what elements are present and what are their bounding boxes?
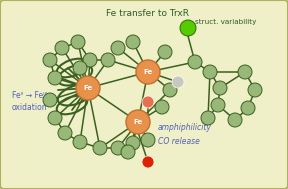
Circle shape bbox=[211, 98, 225, 112]
Circle shape bbox=[155, 100, 169, 114]
Circle shape bbox=[58, 126, 72, 140]
Circle shape bbox=[188, 55, 202, 69]
Circle shape bbox=[203, 65, 217, 79]
Circle shape bbox=[228, 113, 242, 127]
Circle shape bbox=[55, 41, 69, 55]
Text: CO release: CO release bbox=[158, 136, 200, 146]
Circle shape bbox=[48, 111, 62, 125]
Text: Fe: Fe bbox=[143, 69, 153, 75]
Circle shape bbox=[238, 65, 252, 79]
Circle shape bbox=[241, 101, 255, 115]
Text: Feᴵᴵ → Feᴵᴵᴵ: Feᴵᴵ → Feᴵᴵᴵ bbox=[12, 91, 47, 99]
Circle shape bbox=[43, 93, 57, 107]
Text: Fe: Fe bbox=[133, 119, 143, 125]
Circle shape bbox=[172, 76, 184, 88]
Circle shape bbox=[201, 111, 215, 125]
Circle shape bbox=[73, 61, 87, 75]
Circle shape bbox=[142, 96, 154, 108]
Circle shape bbox=[136, 60, 160, 84]
Text: Fe transfer to TrxR: Fe transfer to TrxR bbox=[107, 9, 190, 19]
Circle shape bbox=[248, 83, 262, 97]
Circle shape bbox=[101, 53, 115, 67]
Circle shape bbox=[126, 110, 150, 134]
Circle shape bbox=[126, 136, 140, 150]
Circle shape bbox=[93, 141, 107, 155]
Circle shape bbox=[121, 145, 135, 159]
Circle shape bbox=[142, 156, 154, 168]
Circle shape bbox=[141, 133, 155, 147]
Text: Fe: Fe bbox=[83, 85, 93, 91]
Circle shape bbox=[158, 45, 172, 59]
Circle shape bbox=[73, 135, 87, 149]
Circle shape bbox=[163, 83, 177, 97]
Circle shape bbox=[43, 53, 57, 67]
Circle shape bbox=[76, 76, 100, 100]
Circle shape bbox=[48, 71, 62, 85]
Circle shape bbox=[71, 35, 85, 49]
Circle shape bbox=[126, 35, 140, 49]
Text: amphiphilicity: amphiphilicity bbox=[158, 122, 212, 132]
Text: struct. variability: struct. variability bbox=[195, 19, 256, 25]
Circle shape bbox=[83, 53, 97, 67]
Text: oxidation: oxidation bbox=[12, 102, 48, 112]
Circle shape bbox=[111, 41, 125, 55]
Circle shape bbox=[111, 141, 125, 155]
Circle shape bbox=[180, 20, 196, 36]
Circle shape bbox=[213, 81, 227, 95]
